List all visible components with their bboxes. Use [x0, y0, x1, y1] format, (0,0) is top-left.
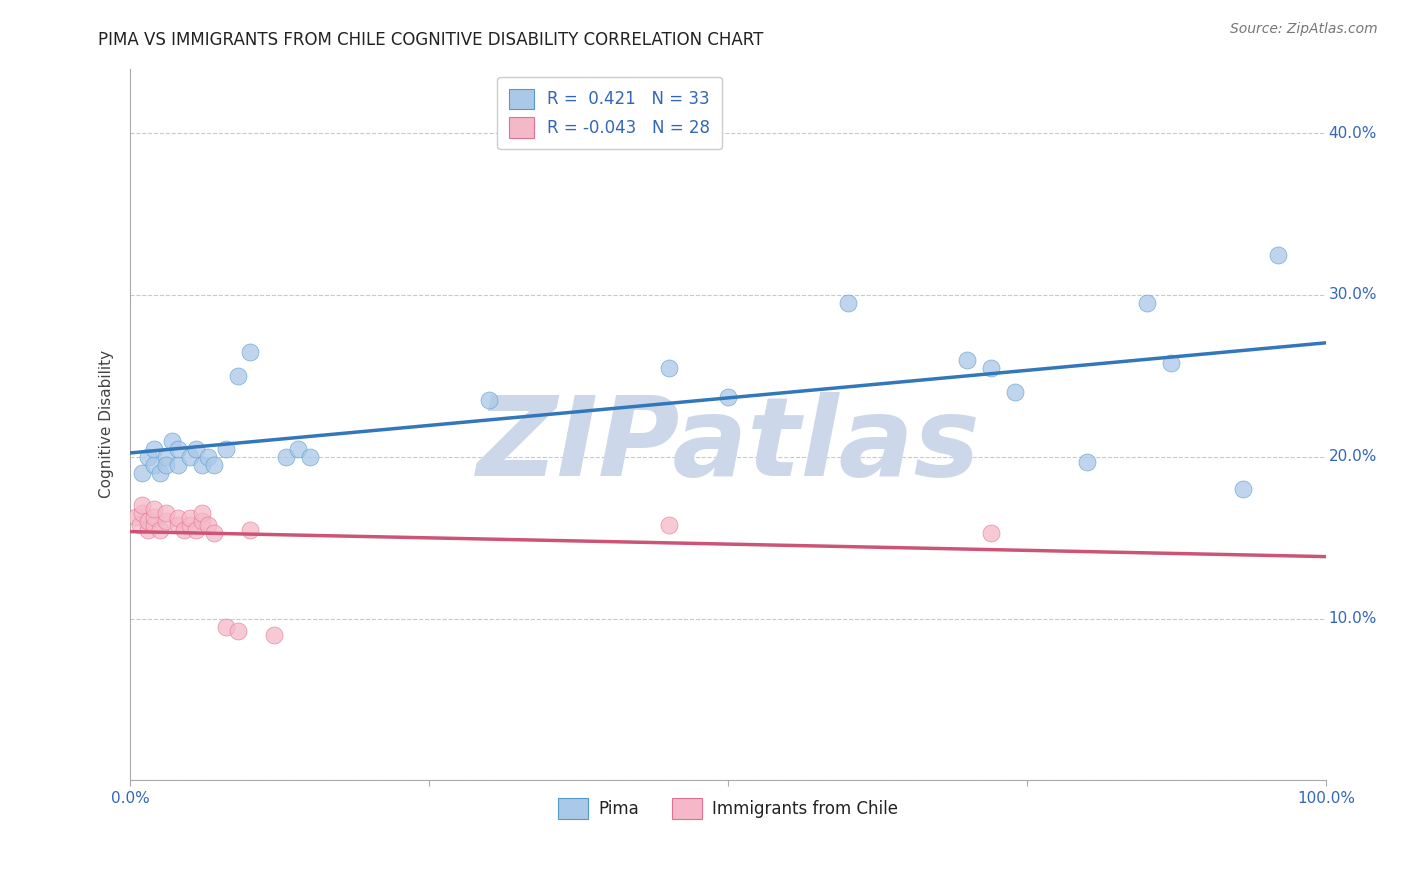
Point	[1160, 356, 1182, 370]
Text: ZIPatlas: ZIPatlas	[477, 392, 980, 500]
Point	[956, 352, 979, 367]
Point	[167, 511, 190, 525]
Point	[143, 442, 166, 456]
Point	[191, 458, 214, 472]
Point	[149, 466, 172, 480]
Point	[1136, 296, 1159, 310]
Point	[155, 450, 177, 464]
Point	[197, 517, 219, 532]
Legend: Pima, Immigrants from Chile: Pima, Immigrants from Chile	[551, 792, 905, 825]
Point	[179, 517, 201, 532]
Y-axis label: Cognitive Disability: Cognitive Disability	[100, 351, 114, 499]
Text: 20.0%: 20.0%	[1329, 450, 1376, 464]
Point	[167, 442, 190, 456]
Point	[980, 360, 1002, 375]
Point	[717, 390, 740, 404]
Point	[1232, 482, 1254, 496]
Point	[239, 523, 262, 537]
Point	[1076, 455, 1098, 469]
Point	[298, 450, 321, 464]
Point	[155, 507, 177, 521]
Point	[129, 517, 152, 532]
Point	[478, 393, 501, 408]
Point	[179, 450, 201, 464]
Point	[131, 466, 153, 480]
Text: PIMA VS IMMIGRANTS FROM CHILE COGNITIVE DISABILITY CORRELATION CHART: PIMA VS IMMIGRANTS FROM CHILE COGNITIVE …	[98, 31, 763, 49]
Point	[155, 458, 177, 472]
Point	[167, 458, 190, 472]
Point	[215, 442, 238, 456]
Point	[1004, 385, 1026, 400]
Point	[226, 624, 249, 639]
Text: 40.0%: 40.0%	[1329, 126, 1376, 141]
Point	[287, 442, 309, 456]
Point	[274, 450, 297, 464]
Point	[143, 509, 166, 524]
Point	[263, 628, 285, 642]
Point	[202, 458, 225, 472]
Point	[657, 517, 679, 532]
Point	[149, 523, 172, 537]
Point	[1267, 247, 1289, 261]
Point	[226, 368, 249, 383]
Point	[125, 509, 148, 524]
Point	[143, 501, 166, 516]
Point	[143, 458, 166, 472]
Point	[173, 523, 195, 537]
Point	[202, 525, 225, 540]
Text: 10.0%: 10.0%	[1329, 611, 1376, 626]
Point	[136, 515, 159, 529]
Point	[179, 511, 201, 525]
Point	[160, 434, 183, 448]
Point	[136, 450, 159, 464]
Point	[980, 525, 1002, 540]
Point	[837, 296, 859, 310]
Point	[155, 515, 177, 529]
Point	[197, 450, 219, 464]
Point	[131, 507, 153, 521]
Point	[657, 360, 679, 375]
Point	[184, 523, 207, 537]
Text: Source: ZipAtlas.com: Source: ZipAtlas.com	[1230, 22, 1378, 37]
Text: 30.0%: 30.0%	[1329, 287, 1376, 302]
Point	[239, 344, 262, 359]
Point	[215, 619, 238, 633]
Point	[184, 442, 207, 456]
Point	[167, 517, 190, 532]
Point	[136, 523, 159, 537]
Point	[131, 498, 153, 512]
Point	[143, 517, 166, 532]
Point	[191, 507, 214, 521]
Point	[191, 515, 214, 529]
